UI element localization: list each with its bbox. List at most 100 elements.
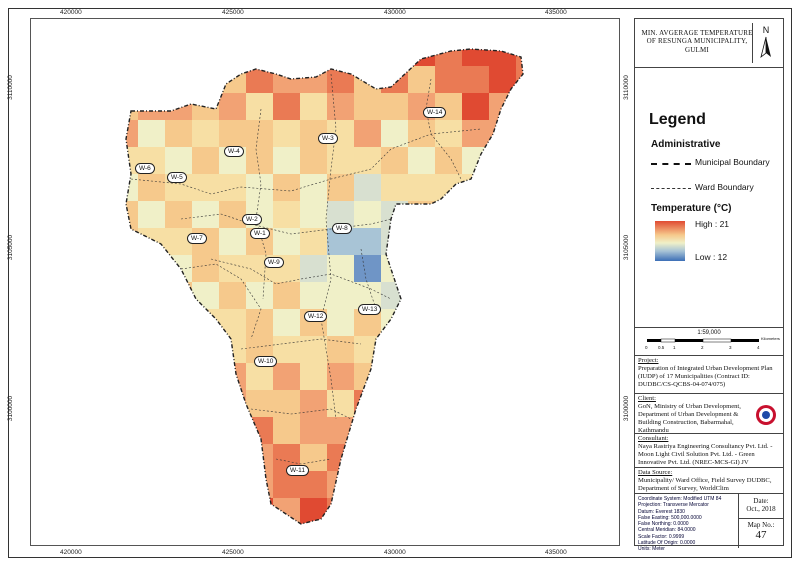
raster-cell — [300, 228, 327, 255]
raster-cell — [138, 66, 165, 93]
raster-cell — [435, 390, 462, 417]
raster-cell — [516, 417, 523, 444]
raster-cell — [381, 147, 408, 174]
raster-cell — [462, 390, 489, 417]
raster-cell — [516, 525, 543, 546]
government-emblem-icon — [756, 405, 776, 425]
raster-cell — [381, 336, 408, 363]
raster-cell — [462, 471, 489, 498]
raster-cell — [219, 498, 246, 524]
raster-cell — [381, 255, 408, 282]
raster-cell — [408, 390, 435, 417]
raster-cell — [219, 93, 246, 120]
raster-cell — [126, 66, 138, 93]
raster-cell — [126, 498, 138, 524]
ward-label: W-10 — [254, 356, 278, 367]
raster-cell — [489, 282, 516, 309]
legend-heading: Legend — [649, 111, 706, 128]
raster-cell — [273, 417, 300, 444]
raster-cell — [138, 174, 165, 201]
raster-cell — [435, 498, 462, 524]
raster-cell — [489, 120, 516, 147]
raster-cell — [381, 444, 408, 471]
raster-cell — [138, 282, 165, 309]
coordinate-info-line: Latitude Of Origin: 0.0000 — [638, 539, 696, 546]
scale-tick: 0 — [645, 345, 648, 350]
scale-tick: 1 — [673, 345, 676, 350]
raster-cell — [192, 336, 219, 363]
map-title: MIN. AVGERAGE TEMPERATURE OF RESUNGA MUN… — [641, 29, 753, 54]
raster-cell — [219, 49, 246, 66]
raster-cell — [435, 363, 462, 390]
raster-cell — [246, 66, 273, 93]
raster-cell — [273, 525, 300, 546]
raster-cell — [489, 471, 516, 498]
raster-cell — [462, 228, 489, 255]
raster-cell — [435, 417, 462, 444]
title-box: MIN. AVGERAGE TEMPERATURE OF RESUNGA MUN… — [635, 19, 783, 68]
raster-cell — [126, 120, 138, 147]
raster-cell — [435, 444, 462, 471]
data-source-heading: Data Source: — [638, 469, 673, 476]
raster-cell — [516, 228, 523, 255]
raster-cell — [327, 471, 354, 498]
raster-cell — [126, 363, 138, 390]
raster-cell — [192, 471, 219, 498]
raster-cell — [192, 363, 219, 390]
scale-bar — [647, 338, 759, 343]
raster-cell — [273, 174, 300, 201]
raster-cell — [138, 120, 165, 147]
raster-cell — [408, 417, 435, 444]
coordinate-info-line: Projection: Transverse Mercator — [638, 502, 709, 509]
raster-cell — [489, 417, 516, 444]
raster-cell — [381, 525, 408, 546]
raster-cell — [273, 363, 300, 390]
raster-cell — [165, 498, 192, 524]
raster-cell — [273, 282, 300, 309]
ward-label: W-12 — [304, 311, 328, 322]
raster-cell — [165, 390, 192, 417]
raster-cell — [138, 309, 165, 336]
raster-cell — [462, 201, 489, 228]
legend-panel: MIN. AVGERAGE TEMPERATURE OF RESUNGA MUN… — [634, 18, 784, 552]
ward-label: W-11 — [286, 465, 309, 476]
raster-cell — [246, 93, 273, 120]
raster-cell — [462, 147, 489, 174]
raster-cell — [408, 66, 435, 93]
project-heading: Project: — [638, 357, 659, 364]
raster-cell — [219, 525, 246, 546]
raster-cell — [435, 525, 462, 546]
raster-cell — [489, 390, 516, 417]
ward-label: W-14 — [423, 107, 447, 118]
raster-cell — [381, 49, 408, 66]
raster-cell — [354, 201, 381, 228]
raster-cell — [138, 228, 165, 255]
raster-cell — [516, 255, 523, 282]
raster-cell — [246, 417, 273, 444]
raster-cell — [192, 498, 219, 524]
raster-cell — [192, 390, 219, 417]
y-tick-right: 3105000 — [623, 234, 631, 261]
client-section: Client: GoN, Ministry of Urban Developme… — [635, 393, 783, 434]
raster-cell — [516, 49, 523, 66]
raster-cell — [354, 255, 381, 282]
data-source-section: Data Source: Municipality/ Ward Office, … — [635, 467, 783, 493]
raster-cell — [300, 282, 327, 309]
coordinate-info: Coordinate System: Modified UTM 84 Projec… — [635, 494, 747, 554]
x-tick-bottom: 425000 — [222, 549, 244, 556]
project-text: Preparation of Integrated Urban Developm… — [638, 364, 773, 388]
coordinate-info-line: Central Meridian: 84.0000 — [638, 527, 696, 534]
raster-cell — [435, 282, 462, 309]
x-tick-top: 420000 — [60, 9, 82, 16]
data-source-text: Municipality/ Ward Office, Field Survey … — [638, 476, 772, 492]
raster-cell — [219, 444, 246, 471]
raster-cell — [435, 336, 462, 363]
map-canvas[interactable]: W-14 W-3 W-4 W-6 W-5 W-2 W-1 W-8 W-7 W-9… — [30, 18, 620, 546]
raster-cell — [408, 309, 435, 336]
raster-cell — [408, 147, 435, 174]
raster-cell — [165, 147, 192, 174]
raster-cell — [408, 174, 435, 201]
raster-cell — [516, 201, 523, 228]
raster-cell — [138, 498, 165, 524]
map-number-heading: Map No.: — [747, 521, 775, 529]
